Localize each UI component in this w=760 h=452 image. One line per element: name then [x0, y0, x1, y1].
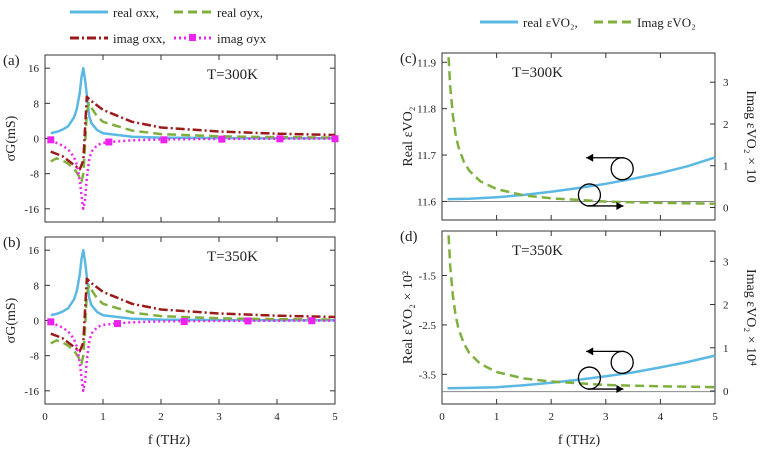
panel-d: 0 1 2 3 4 5 -3.5 -2.5 -1.5 0 1 2 3 T=350K (d) Real εVO₂…	[400, 229, 758, 423]
plot-frame	[441, 230, 716, 405]
y-axis-label: Real εVO₂ × 10²	[401, 271, 416, 364]
y-right-axis-label: Imag εVO₂ × 10	[743, 90, 758, 182]
y-right-tick-label: 3	[723, 77, 729, 89]
x-tick-label: 5	[712, 411, 718, 423]
panel-label: (d)	[400, 229, 418, 245]
y-tick-label: 8	[34, 98, 40, 110]
series-imag-σxx	[50, 277, 336, 353]
series-marker	[244, 317, 252, 325]
x-tick-label: 3	[603, 411, 609, 423]
series-real-εvo₂	[447, 156, 716, 201]
series-imag-σyx	[50, 137, 336, 211]
y-tick-label: -16	[24, 386, 39, 398]
y-right-tick-label: 2	[723, 119, 729, 131]
y-right-tick-label: 0	[723, 202, 729, 214]
legend-label-real-sxx: real σxx,	[113, 5, 159, 20]
series-marker	[105, 138, 113, 146]
x-tick-label: 1	[100, 411, 106, 423]
y-tick-label: 11.7	[417, 150, 436, 162]
annotation-arrowhead-right	[616, 201, 624, 210]
legend-left: real σxx, real σyx, imag σxx, imag σyx	[70, 5, 267, 46]
x-axis-label-left: f (THz)	[148, 433, 191, 448]
panel-b: 0 1 2 3 4 5 -16 -8 0 8 16 T=350K (b) σG(mS)	[3, 235, 338, 423]
series-marker	[47, 136, 55, 144]
series-real-σyx	[50, 102, 336, 183]
y-tick-label: 11.8	[417, 104, 436, 116]
series-imag-εvo₂	[447, 235, 716, 389]
series-imag-σyx	[50, 319, 336, 393]
x-tick-label: 0	[42, 411, 48, 423]
series-real-σyx	[50, 284, 336, 365]
annotation-arrowhead-left	[586, 153, 594, 162]
legend-right: real εVO₂, Imag εVO₂	[480, 15, 696, 30]
legend-label-real-syx: real σyx,	[217, 5, 263, 20]
y-right-axis-label: Imag εVO₂ × 10⁴	[743, 269, 758, 366]
panel-label: (a)	[3, 53, 20, 69]
y-tick-label: 0	[34, 316, 40, 328]
y-axis-label: σG(mS)	[4, 297, 19, 343]
series-marker	[331, 135, 339, 143]
legend-label-imag-syx: imag σyx	[217, 31, 267, 46]
series-marker	[276, 135, 284, 143]
x-tick-label: 5	[332, 411, 338, 423]
y-right-tick-label: 1	[723, 343, 729, 355]
panel-label: (c)	[400, 51, 417, 67]
annotation-arrowhead-left	[586, 347, 594, 356]
series-imag-σxx	[50, 95, 336, 171]
legend-label-real-eps: real εVO₂,	[523, 15, 578, 30]
y-tick-label: -3.5	[419, 369, 437, 381]
y-tick-label: -8	[30, 169, 40, 181]
x-axis-label-right: f (THz)	[558, 433, 601, 448]
y-right-tick-label: 0	[723, 386, 729, 398]
x-tick-label: 2	[158, 411, 164, 423]
panel-c: 11.6 11.7 11.8 11.9 0 1 2 3 T=300K (c) Real εVO₂ Im…	[400, 51, 758, 221]
plot-frame	[441, 52, 716, 221]
y-tick-label: -1.5	[419, 270, 437, 282]
annotation-arrowhead-right	[616, 385, 624, 394]
panel-title: T=350K	[207, 249, 258, 265]
legend-marker-imag-syx	[189, 34, 196, 41]
y-tick-label: 11.9	[417, 57, 436, 69]
y-right-tick-label: 2	[723, 300, 729, 312]
panel-label: (b)	[3, 235, 21, 251]
panel-title: T=350K	[512, 243, 563, 259]
x-tick-label: 4	[274, 411, 280, 423]
y-tick-label: 16	[28, 63, 40, 75]
y-tick-label: 11.6	[417, 196, 436, 208]
y-tick-label: 0	[34, 134, 40, 146]
x-tick-label: 0	[439, 411, 445, 423]
series-real-σxx	[50, 66, 335, 140]
y-tick-label: 16	[28, 245, 40, 257]
y-tick-label: -8	[30, 351, 40, 363]
series-real-σxx	[50, 248, 335, 322]
legend-label-imag-sxx: imag σxx,	[113, 31, 166, 46]
x-tick-label: 1	[494, 411, 500, 423]
panel-a: -16 -8 0 8 16 T=300K (a) σG(mS)	[3, 53, 339, 223]
series-marker	[114, 320, 121, 328]
legend-label-imag-eps: Imag εVO₂	[637, 15, 696, 30]
series-marker	[47, 318, 55, 326]
series-marker	[180, 318, 188, 326]
x-tick-label: 3	[216, 411, 222, 423]
panel-title: T=300K	[207, 67, 258, 83]
panel-title: T=300K	[512, 65, 563, 81]
y-right-tick-label: 1	[723, 161, 729, 173]
series-marker	[308, 317, 316, 325]
x-tick-label: 4	[658, 411, 664, 423]
y-right-tick-label: 3	[723, 256, 729, 268]
series-marker	[160, 136, 168, 144]
annotation-circle-real	[610, 157, 634, 181]
y-axis-label: Real εVO₂	[401, 106, 416, 166]
y-tick-label: -16	[24, 204, 39, 216]
annotation-circle-real	[610, 350, 634, 375]
series-imag-εvo₂	[447, 57, 716, 205]
y-tick-label: 8	[34, 280, 40, 292]
x-tick-label: 2	[548, 411, 554, 423]
y-axis-label: σG(mS)	[4, 115, 19, 161]
y-tick-label: -2.5	[419, 320, 437, 332]
series-marker	[218, 135, 226, 143]
